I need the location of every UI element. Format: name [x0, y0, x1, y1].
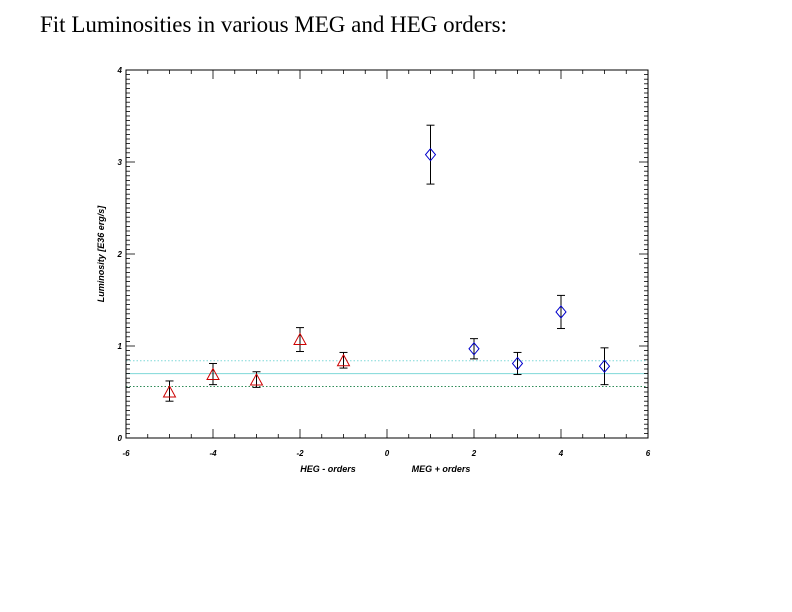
triangle-marker — [293, 332, 307, 346]
tick-labels: -6 -4 -2 0 2 4 6 0 1 2 3 4 — [117, 66, 651, 458]
y-axis-label: Luminosity [E36 erg/s] — [96, 205, 106, 303]
y-tick-label: 2 — [117, 250, 123, 259]
diamond-marker — [468, 341, 480, 356]
x-tick-label: 6 — [646, 449, 651, 458]
triangle-marker — [249, 372, 264, 386]
x-tick-label: 0 — [385, 449, 390, 458]
x-tick-label: 2 — [471, 449, 477, 458]
plot-frame — [125, 69, 649, 439]
x-tick-label: -2 — [296, 449, 304, 458]
x-axis-label-meg: MEG + orders — [412, 464, 471, 474]
y-tick-label: 0 — [118, 434, 123, 443]
page-title: Fit Luminosities in various MEG and HEG … — [40, 12, 507, 37]
x-tick-label: -6 — [122, 449, 130, 458]
data-markers — [162, 147, 611, 398]
diamond-marker — [511, 356, 524, 371]
triangle-marker — [336, 353, 351, 367]
diamond-marker — [555, 305, 567, 319]
y-tick-label: 1 — [118, 342, 123, 351]
x-tick-label: 4 — [558, 449, 564, 458]
y-tick-label: 3 — [118, 158, 123, 167]
triangle-marker — [206, 367, 220, 381]
x-tick-label: -4 — [209, 449, 217, 458]
triangle-marker — [162, 384, 177, 398]
x-axis-label-heg: HEG - orders — [300, 464, 356, 474]
y-tick-label: 4 — [117, 66, 123, 75]
diamond-marker — [424, 147, 437, 162]
reference-lines — [126, 360, 648, 387]
diamond-marker — [598, 359, 611, 374]
error-bars — [165, 124, 609, 402]
axis-ticks — [125, 69, 649, 439]
